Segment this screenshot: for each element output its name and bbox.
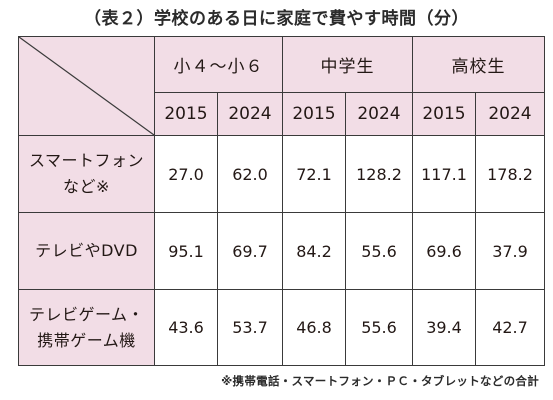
- group-header-high-school: 高校生: [412, 36, 545, 93]
- group-header-elementary: 小４～小６: [154, 36, 283, 93]
- row-label-line2: など※: [63, 177, 110, 196]
- year-header: 2015: [282, 92, 346, 136]
- value-cell: 128.2: [345, 135, 413, 213]
- time-usage-table: 小４～小６ 中学生 高校生 2015 2024 2015 2024 2015 2…: [18, 36, 545, 366]
- value-cell: 69.7: [217, 212, 283, 290]
- value-cell: 43.6: [154, 289, 218, 366]
- value-cell: 55.6: [345, 289, 413, 366]
- value-cell: 117.1: [412, 135, 476, 213]
- group-header-junior-high: 中学生: [282, 36, 413, 93]
- value-cell: 53.7: [217, 289, 283, 366]
- footnote: ※携帯電話・スマートフォン・ＰＣ・タブレットなどの合計: [221, 374, 539, 388]
- row-header-tv-dvd: テレビやDVD: [18, 212, 155, 290]
- row-label-line2: 携帯ゲーム機: [37, 330, 136, 350]
- value-cell: 39.4: [412, 289, 476, 366]
- value-cell: 37.9: [475, 212, 545, 290]
- table-row: テレビやDVD 95.1 69.7 84.2 55.6 69.6 37.9: [18, 212, 545, 290]
- year-header: 2024: [475, 92, 545, 136]
- value-cell: 178.2: [475, 135, 545, 213]
- value-cell: 69.6: [412, 212, 476, 290]
- value-cell: 72.1: [282, 135, 346, 213]
- row-header-video-games: テレビゲーム・ 携帯ゲーム機: [18, 289, 155, 366]
- value-cell: 84.2: [282, 212, 346, 290]
- value-cell: 55.6: [345, 212, 413, 290]
- row-label-line1: テレビやDVD: [35, 241, 138, 260]
- value-cell: 95.1: [154, 212, 218, 290]
- year-header: 2024: [217, 92, 283, 136]
- diagonal-line: [19, 37, 154, 135]
- year-header: 2015: [412, 92, 476, 136]
- year-header: 2015: [154, 92, 218, 136]
- value-cell: 27.0: [154, 135, 218, 213]
- corner-cell: [18, 36, 155, 136]
- row-label-line1: テレビゲーム・: [28, 304, 145, 324]
- row-header-smartphone: スマートフォン など※: [18, 135, 155, 213]
- value-cell: 62.0: [217, 135, 283, 213]
- table-title: （表２）学校のある日に家庭で費やす時間（分）: [84, 9, 469, 29]
- row-label-line1: スマートフォン: [28, 151, 145, 170]
- value-cell: 42.7: [475, 289, 545, 366]
- value-cell: 46.8: [282, 289, 346, 366]
- table-row: テレビゲーム・ 携帯ゲーム機 43.6 53.7 46.8 55.6 39.4 …: [18, 289, 545, 366]
- year-header: 2024: [345, 92, 413, 136]
- table-row: スマートフォン など※ 27.0 62.0 72.1 128.2 117.1 1…: [18, 135, 545, 213]
